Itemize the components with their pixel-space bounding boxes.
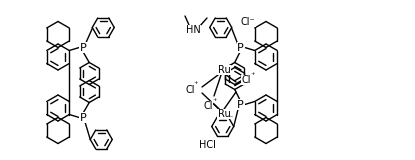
Text: P: P <box>80 43 87 52</box>
Text: Cl: Cl <box>203 101 213 111</box>
Text: Ru: Ru <box>217 65 230 75</box>
Text: P: P <box>80 112 87 123</box>
Text: P: P <box>237 100 244 109</box>
Text: Ru: Ru <box>217 109 230 119</box>
Text: Cl: Cl <box>185 85 195 95</box>
Text: HN: HN <box>186 25 200 35</box>
Text: P: P <box>237 43 244 52</box>
Text: ⁺: ⁺ <box>213 96 217 105</box>
Text: HCl: HCl <box>198 140 215 150</box>
Text: Cl⁻: Cl⁻ <box>241 17 255 27</box>
Text: Cl: Cl <box>241 75 251 85</box>
Text: ⁺: ⁺ <box>194 80 198 88</box>
Text: ⁻: ⁻ <box>229 61 233 71</box>
Text: ⁺: ⁺ <box>251 71 255 80</box>
Text: ⁻: ⁻ <box>229 113 233 123</box>
